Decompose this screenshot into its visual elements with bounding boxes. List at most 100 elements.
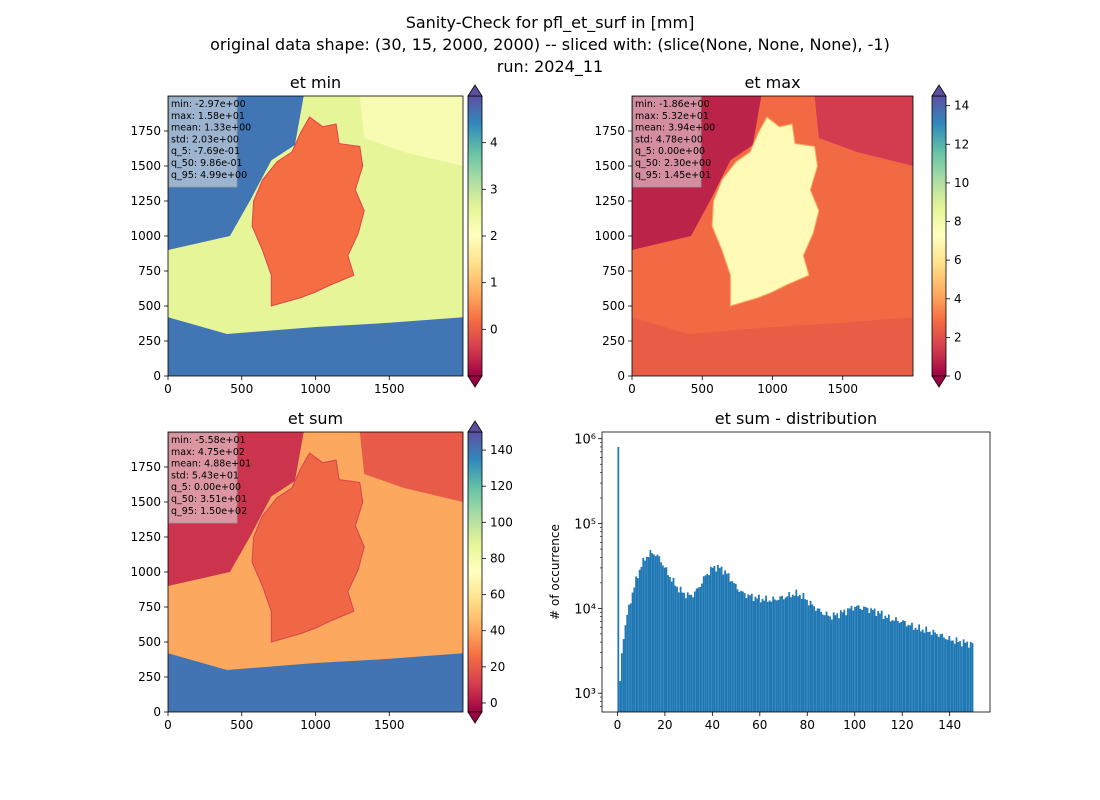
y-tick-label: 1750 (594, 124, 625, 138)
histogram-bar (713, 565, 716, 712)
figure-title-line-2: original data shape: (30, 15, 2000, 2000… (210, 35, 890, 54)
y-tick-label: 0 (153, 369, 161, 383)
histogram-bar (725, 573, 728, 712)
histogram-bar (843, 609, 846, 712)
histogram-bar (749, 595, 751, 712)
stats-line: min: -1.86e+00 (635, 99, 710, 110)
histogram-bar (669, 577, 671, 712)
histogram-bar (701, 583, 703, 712)
y-tick-label: 750 (602, 264, 625, 278)
histogram-bar (964, 642, 967, 712)
histogram-bar (752, 600, 755, 712)
x-tick-label: 1500 (827, 382, 858, 396)
histogram-bar (715, 571, 718, 712)
histogram-bar (754, 596, 757, 712)
histogram-bar (836, 613, 839, 712)
histogram-bar (870, 608, 872, 712)
histogram-bar (923, 632, 926, 712)
x-tick-label: 500 (691, 382, 714, 396)
histogram-bar (628, 604, 630, 712)
histogram-bar (745, 598, 748, 712)
histogram-bar (772, 596, 775, 712)
colorbar-tick-label: 12 (954, 137, 969, 151)
y-tick-label: 10⁶ (574, 433, 596, 448)
colorbar-tick-label: 4 (954, 292, 962, 306)
stats-line: q_50: 9.86e-01 (171, 158, 243, 169)
stats-line: min: -2.97e+00 (171, 99, 246, 110)
y-tick-label: 250 (602, 334, 625, 348)
x-tick-label: 80 (800, 718, 815, 732)
histogram-bar (653, 554, 655, 712)
histogram-bar (806, 599, 808, 712)
histogram-bar (962, 639, 965, 712)
x-tick-label: 0 (164, 718, 172, 732)
colorbar (467, 431, 483, 713)
colorbar-tick-label: 0 (490, 696, 498, 710)
histogram-bar (950, 640, 953, 712)
x-tick-label: 1500 (374, 718, 405, 732)
x-tick-label: 500 (230, 382, 253, 396)
map-germany (711, 116, 820, 307)
colorbar-extend-max (467, 420, 483, 433)
histogram-bar (902, 620, 904, 712)
y-tick-label: 250 (138, 334, 161, 348)
histogram-bar (934, 632, 937, 712)
stats-line: q_95: 4.99e+00 (171, 170, 247, 181)
y-tick-label: 10⁴ (574, 602, 596, 617)
stats-line: std: 4.78e+00 (635, 134, 703, 145)
histogram-bar (952, 640, 954, 712)
histogram-bar (798, 594, 801, 712)
histogram-panel: et sum - distribution 0 20 40 60 80 100 120 140 1… (548, 409, 991, 732)
stats-line: q_5: 0.00e+00 (635, 146, 705, 157)
histogram-bar (946, 639, 949, 712)
histogram-bar (800, 598, 803, 712)
histogram-bar (921, 629, 924, 712)
stats-line: std: 5.43e+01 (171, 470, 239, 481)
histogram-bar (948, 636, 951, 712)
histogram-bar (939, 634, 942, 712)
colorbar-tick-label: 40 (490, 624, 505, 638)
y-tick-label: 1750 (130, 124, 161, 138)
colorbar-extend-max (467, 84, 483, 97)
y-axis-label: # of occurrence (548, 524, 562, 620)
histogram-bar (706, 573, 709, 712)
stats-line: max: 1.58e+01 (171, 111, 245, 122)
colorbar-tick-label: 2 (954, 330, 962, 344)
histogram-bar (880, 610, 883, 712)
histogram-bar (781, 595, 783, 712)
histogram-bar (635, 576, 637, 712)
histogram-bar (686, 592, 689, 712)
colorbar-tick-label: 4 (490, 136, 498, 150)
histogram-bar (733, 583, 735, 712)
histogram-bar (750, 593, 753, 712)
histogram-bar (916, 629, 919, 712)
histogram-bar (847, 608, 849, 712)
histogram-bar (649, 550, 652, 712)
histogram-bar (786, 596, 789, 712)
histogram-bar (863, 606, 865, 712)
histogram-bar (631, 592, 634, 712)
histogram-bar (770, 601, 773, 712)
histogram-bar (777, 599, 780, 712)
stats-line: mean: 1.33e+00 (171, 123, 251, 134)
histogram-bar (822, 614, 824, 712)
histogram-bar (919, 631, 922, 712)
map-panel-1: et max 0 500 1000 1500 0 250 500 750 1000 1250 1500… (594, 73, 969, 396)
histogram-bar (925, 626, 928, 712)
histogram-bar (677, 592, 680, 712)
histogram-bar (644, 560, 646, 712)
colorbar-tick-label: 6 (954, 253, 962, 267)
histogram-bar (854, 606, 856, 712)
map-south (168, 653, 463, 712)
histogram-bar (626, 614, 629, 712)
map-title: et sum (288, 409, 343, 428)
y-tick-label: 0 (617, 369, 625, 383)
x-tick-label: 1500 (374, 382, 405, 396)
histogram-bar (695, 588, 698, 712)
colorbar-extend-min (467, 375, 483, 388)
histogram-bar (944, 639, 947, 712)
histogram-bar (875, 615, 878, 712)
histogram-bar (868, 612, 871, 712)
histogram-bar (624, 625, 627, 712)
histogram-bar (740, 590, 743, 712)
